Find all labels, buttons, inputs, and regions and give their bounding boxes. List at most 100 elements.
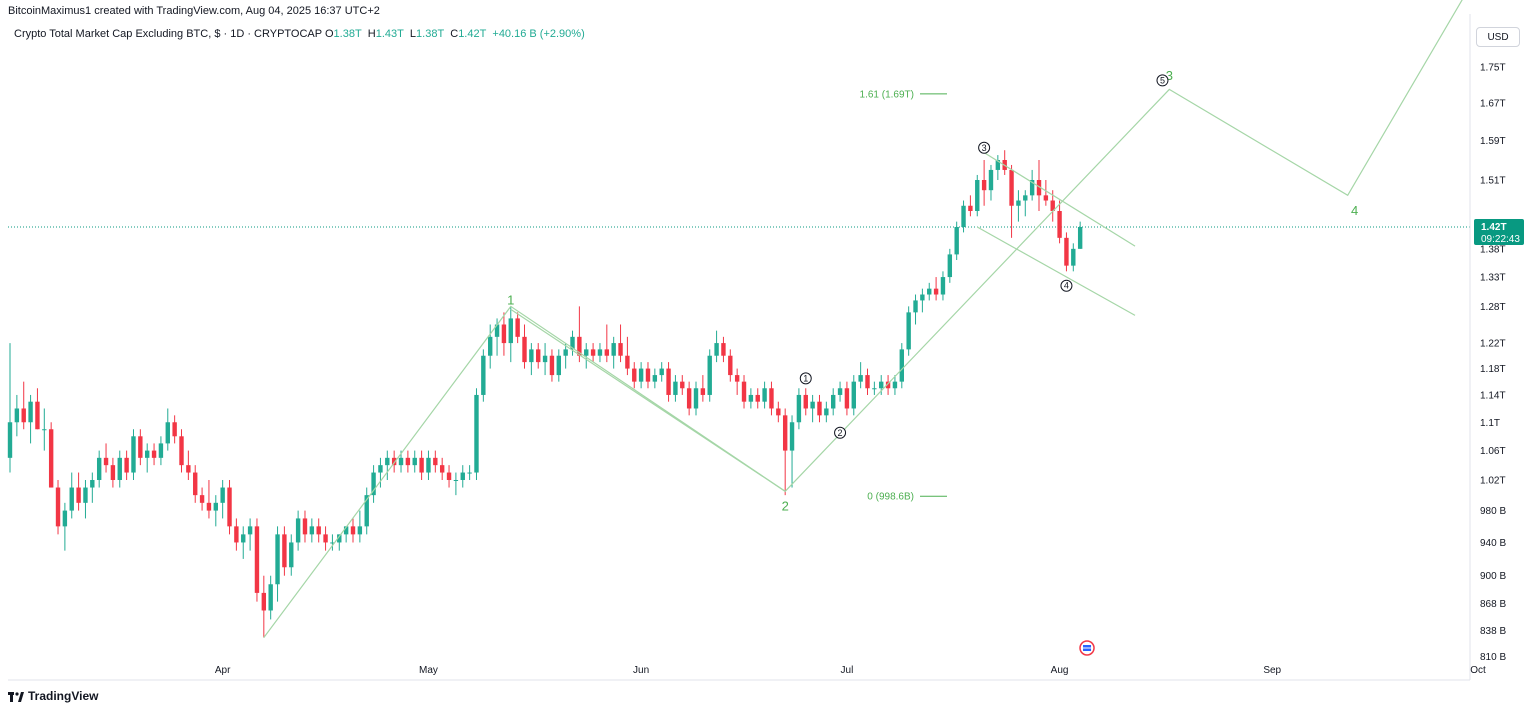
sub-wave-circle xyxy=(834,426,847,439)
candle-body xyxy=(446,472,452,480)
candle xyxy=(439,457,445,480)
channel-line xyxy=(983,152,1136,247)
candle-body xyxy=(247,526,253,535)
sub-wave-label: 5 xyxy=(1160,75,1165,85)
candle-body xyxy=(199,495,205,503)
candle-body xyxy=(817,401,822,416)
candle-body xyxy=(364,495,369,527)
candle-body xyxy=(1077,226,1083,249)
candle xyxy=(892,375,898,395)
sub-wave-marker: 3 xyxy=(978,141,991,154)
candle xyxy=(433,450,438,473)
candle xyxy=(261,575,267,638)
candle xyxy=(673,375,678,402)
candle-body xyxy=(666,368,671,395)
y-tick-label: 980 B xyxy=(1480,506,1506,517)
candle-body xyxy=(1064,237,1069,266)
axis-layer: 1.75T 1.67T 1.59T 1.51T 1.38T 1.33T 1.28T 1.22T… xyxy=(8,14,1524,681)
candle xyxy=(913,294,918,325)
candle-body xyxy=(542,355,548,363)
candle-body xyxy=(131,436,136,473)
candle xyxy=(837,381,843,402)
candle-body xyxy=(439,465,445,473)
candle-body xyxy=(350,526,356,535)
symbol-legend[interactable]: Crypto Total Market Cap Excluding BTC, $… xyxy=(14,28,588,40)
candle-body xyxy=(515,318,520,337)
candle-body xyxy=(563,349,568,356)
y-tick-label: 1.22T xyxy=(1480,339,1506,350)
candle-body xyxy=(769,388,774,409)
candle xyxy=(590,343,596,363)
candle-body xyxy=(62,510,68,527)
candle xyxy=(734,368,740,395)
candle xyxy=(824,401,829,423)
sub-wave-label: 3 xyxy=(982,143,987,153)
sub-wave-marker: 1 xyxy=(799,372,812,385)
candle-body xyxy=(76,487,81,503)
candle-body xyxy=(632,368,637,382)
x-tick-label: Sep xyxy=(1263,665,1281,676)
candle-body xyxy=(419,457,424,473)
footer-brand-label: TradingView xyxy=(28,689,99,703)
candle xyxy=(419,450,424,480)
candle xyxy=(782,408,788,496)
candle-body xyxy=(193,472,198,496)
candle xyxy=(241,526,246,559)
high-key: H xyxy=(367,28,376,40)
candle-body xyxy=(96,457,102,480)
candle-body xyxy=(803,394,808,409)
candle xyxy=(707,349,712,402)
candle-body xyxy=(796,394,802,423)
candle xyxy=(604,324,610,363)
candle xyxy=(103,443,109,473)
candle xyxy=(618,324,623,363)
candle-body xyxy=(536,349,541,363)
channel-line xyxy=(976,226,1136,316)
y-tick-label: 900 B xyxy=(1480,571,1506,582)
candle-body xyxy=(69,487,74,511)
candle xyxy=(1071,243,1076,272)
currency-button[interactable]: USD xyxy=(1476,27,1520,47)
symbol-title: Crypto Total Market Cap Excluding BTC, $… xyxy=(14,28,322,40)
candle-body xyxy=(1009,169,1014,206)
candle-body xyxy=(282,534,287,568)
candle-body xyxy=(227,487,232,527)
candle xyxy=(508,306,513,363)
candle xyxy=(14,394,20,437)
candle xyxy=(1036,160,1042,212)
candle xyxy=(316,518,321,543)
candle-body xyxy=(920,294,925,301)
sub-wave-circle xyxy=(799,372,812,385)
candle-body xyxy=(433,457,438,466)
candle-body xyxy=(55,487,61,527)
candle-body xyxy=(385,457,390,466)
candle-body xyxy=(721,343,726,356)
candle xyxy=(474,388,479,480)
x-tick-label: Apr xyxy=(215,665,231,676)
candle-body xyxy=(659,368,664,376)
candle xyxy=(563,343,568,369)
close-value: 1.42T xyxy=(458,28,487,40)
candle-body xyxy=(755,394,760,402)
candle xyxy=(865,368,870,395)
candle xyxy=(213,495,218,527)
candle-body xyxy=(241,534,246,543)
candle xyxy=(748,388,754,409)
candle xyxy=(302,510,308,543)
candle xyxy=(145,443,150,473)
candle xyxy=(124,450,129,480)
candle xyxy=(357,510,363,543)
candle-body xyxy=(899,349,904,382)
candle-body xyxy=(398,457,404,466)
candle xyxy=(309,518,315,543)
candle xyxy=(35,388,40,430)
candle-body xyxy=(268,584,273,611)
candle xyxy=(378,457,383,488)
tradingview-branding[interactable]: TradingView xyxy=(8,689,98,703)
candle xyxy=(460,465,465,488)
candle-body xyxy=(604,349,610,356)
candle-body xyxy=(172,422,177,437)
candle xyxy=(885,375,891,395)
